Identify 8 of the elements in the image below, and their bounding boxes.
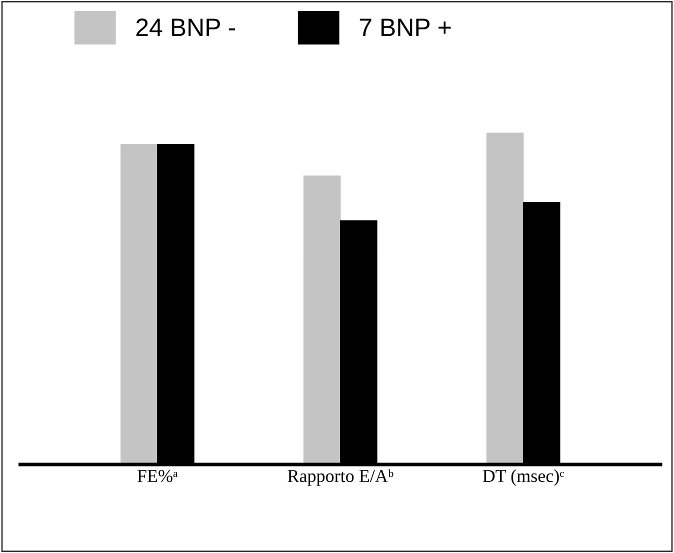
x-tick-label: FE%ᵃ [137,470,178,482]
bar [303,176,341,465]
bar [120,144,158,465]
legend-label: 24 BNP - [136,18,235,36]
bar [486,132,524,465]
x-tick-label: DT (msec)ᶜ [482,469,564,486]
legend-label: 7 BNP + [360,18,451,36]
x-tick-label: Rapporto E/Aᵇ [288,469,394,486]
